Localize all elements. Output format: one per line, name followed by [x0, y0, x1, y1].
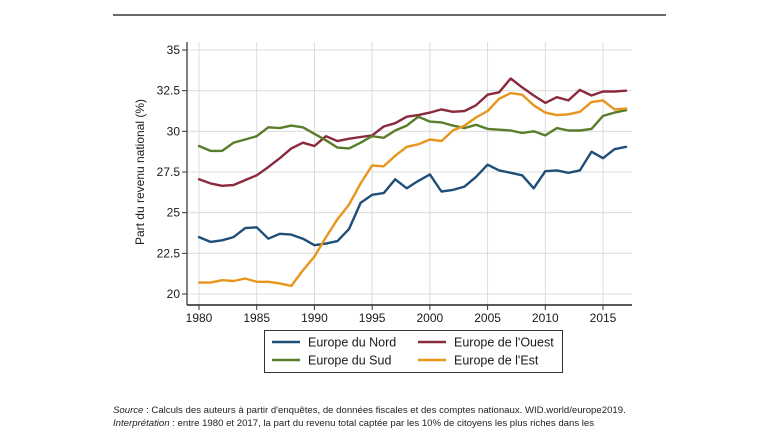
grid: [187, 42, 632, 305]
y-tick-label: 27.5: [157, 165, 181, 179]
axes: 20 22.5 25 27.5 30 32.5 35 1980 1985 1990 1995 2000…: [157, 42, 632, 325]
x-tick-label: 2000: [417, 311, 444, 325]
series-lines: [197, 77, 628, 288]
source-line: Source : Calculs des auteurs à partir d'…: [113, 404, 673, 417]
y-tick-label: 35: [167, 43, 181, 57]
series-line-europe-de-l-est: [197, 91, 628, 288]
footnote: Source : Calculs des auteurs à partir d'…: [113, 404, 673, 430]
legend-label: Europe de l'Est: [454, 354, 539, 368]
interpretation-label: Interprétation: [113, 418, 170, 429]
x-tick-label: 2005: [474, 311, 501, 325]
header-rule: [113, 14, 666, 16]
x-tick-label: 2015: [590, 311, 617, 325]
series-line-europe-du-sud: [197, 108, 628, 153]
x-tick-label: 1995: [359, 311, 386, 325]
x-tick-label: 1990: [301, 311, 328, 325]
y-tick-label: 25: [167, 206, 181, 220]
legend: Europe du Nord Europe de l'Ouest Europe du…: [264, 330, 563, 373]
y-tick-label: 22.5: [157, 246, 181, 260]
interpretation-text: : entre 1980 et 2017, la part du revenu …: [169, 418, 595, 429]
interpretation-line: Interprétation : entre 1980 et 2017, la …: [113, 417, 673, 430]
y-tick-label: 32.5: [157, 84, 181, 98]
legend-label: Europe du Sud: [308, 354, 391, 368]
legend-box: [264, 330, 563, 373]
y-axis-title: Part du revenu national (%): [133, 99, 147, 245]
x-tick-label: 1985: [243, 311, 270, 325]
source-text: : Calculs des auteurs à partir d'enquête…: [143, 405, 626, 416]
source-label: Source: [113, 405, 144, 416]
x-tick-label: 1980: [186, 311, 213, 325]
series-line-europe-du-nord: [197, 145, 628, 247]
series-line-europe-de-l-ouest: [197, 77, 628, 188]
y-tick-label: 30: [167, 124, 181, 138]
legend-label: Europe de l'Ouest: [454, 336, 554, 350]
legend-label: Europe du Nord: [308, 336, 396, 350]
y-tick-label: 20: [167, 287, 181, 301]
x-tick-label: 2010: [532, 311, 559, 325]
